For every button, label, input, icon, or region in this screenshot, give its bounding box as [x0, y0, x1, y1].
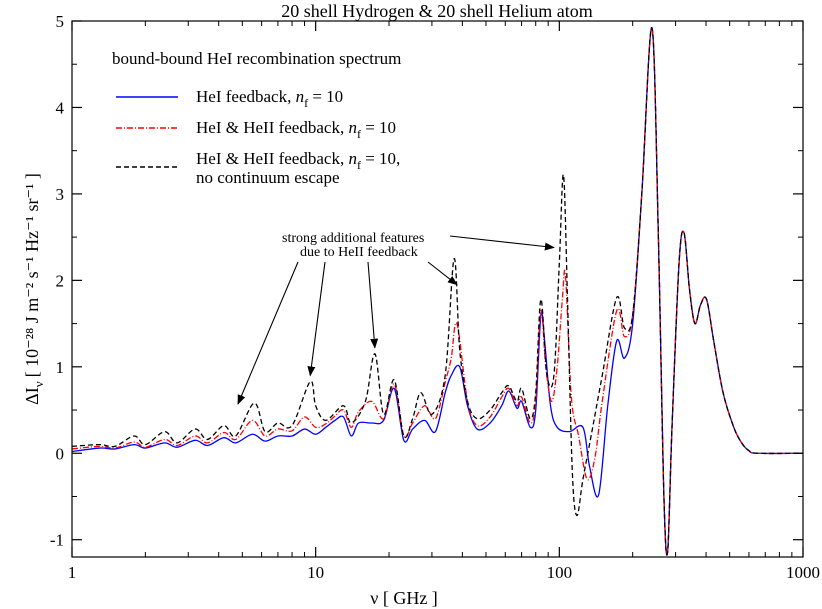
annotation-arrow — [367, 261, 379, 349]
series-layer — [72, 27, 803, 556]
axis-layer: -1 0 1 2 3 4 5 1 10 100 1000 — [50, 12, 820, 582]
annotation-line-2: due to HeII feedback — [300, 245, 418, 260]
series-line-2 — [72, 27, 803, 556]
y-axis-label: ΔIν [ 10⁻²⁸ J m⁻² s⁻¹ Hz⁻¹ sr⁻¹ ] — [22, 173, 46, 405]
legend-entry-1: HeI feedback, nf = 10 — [196, 87, 343, 110]
x-tick-label: 100 — [547, 563, 573, 582]
legend: bound-bound HeI recombination spectrum H… — [112, 49, 401, 187]
annotation-arrow — [449, 235, 555, 251]
legend-entry-2: HeI & HeII feedback, nf = 10 — [196, 118, 396, 141]
legend-entry-3-line2: no continuum escape — [196, 168, 340, 187]
annotation-line-1: strong additional features — [282, 231, 424, 246]
series-line-3 — [72, 27, 803, 556]
x-tick-label: 1000 — [786, 563, 820, 582]
plot-frame — [71, 20, 804, 558]
annotation-arrows — [237, 235, 555, 405]
annotation-arrow — [427, 261, 458, 286]
series-line-1 — [72, 27, 803, 556]
x-axis-label: ν [ GHz ] — [370, 588, 438, 608]
legend-entry-3: HeI & HeII feedback, nf = 10, — [196, 149, 400, 172]
y-tick-label: 1 — [56, 358, 65, 377]
x-tick-label: 10 — [307, 563, 324, 582]
y-tick-label: 2 — [56, 271, 65, 290]
x-tick-label: 1 — [68, 563, 77, 582]
annotation-arrow — [307, 261, 326, 377]
chart-title: 20 shell Hydrogen & 20 shell Helium atom — [281, 1, 592, 21]
svg-text:ΔIν[ 10⁻²⁸ J m⁻² s⁻¹ Hz⁻¹ sr⁻¹: ΔIν [ 10⁻²⁸ J m⁻² s⁻¹ Hz⁻¹ sr⁻¹ ] — [22, 173, 46, 405]
annotation: strong additional features due to HeII f… — [237, 231, 555, 405]
y-axis-label-units: [ 10⁻²⁸ J m⁻² s⁻¹ Hz⁻¹ sr⁻¹ ] — [22, 173, 42, 377]
y-axis-label-sub: ν — [31, 381, 46, 387]
y-tick-label: 0 — [56, 444, 65, 463]
y-tick-label: 4 — [56, 98, 65, 117]
y-tick-label: -1 — [50, 531, 64, 550]
legend-title: bound-bound HeI recombination spectrum — [112, 49, 401, 68]
y-tick-label: 3 — [56, 185, 65, 204]
y-axis-label-symbol: ΔI — [22, 387, 42, 405]
annotation-arrow — [237, 261, 299, 405]
y-tick-label: 5 — [56, 12, 65, 31]
